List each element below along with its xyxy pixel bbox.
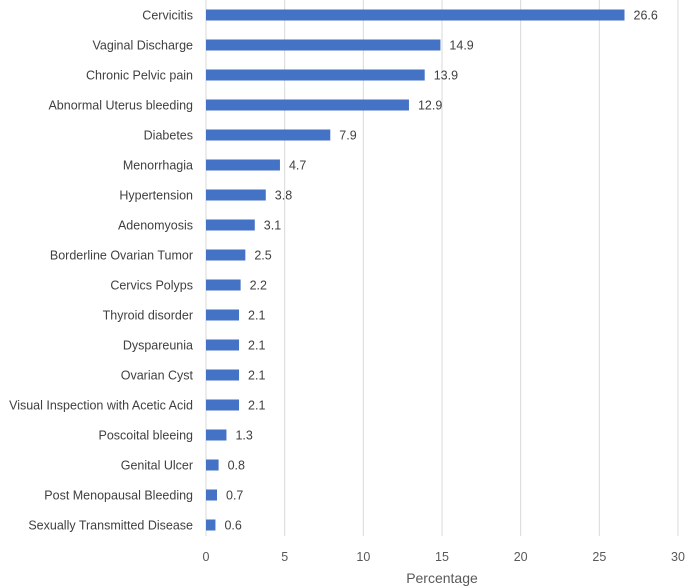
value-label: 2.2 [250, 279, 267, 293]
bar [206, 159, 280, 171]
x-tick-label: 0 [203, 550, 210, 564]
bar [206, 219, 255, 231]
value-label: 7.9 [339, 129, 356, 143]
bar [206, 9, 625, 21]
bar [206, 459, 219, 471]
bar [206, 69, 425, 81]
category-label: Chronic Pelvic pain [86, 69, 193, 83]
x-axis-ticks: 0 5 10 15 20 25 30 [203, 550, 685, 564]
value-label: 13.9 [434, 69, 458, 83]
value-label: 2.5 [254, 249, 271, 263]
category-label: Ovarian Cyst [121, 369, 194, 383]
category-label: Poscoital bleeing [98, 429, 193, 443]
value-label: 0.6 [224, 519, 241, 533]
bar [206, 339, 240, 351]
category-label: Adenomyosis [118, 219, 193, 233]
value-label: 2.1 [248, 369, 265, 383]
value-label: 2.1 [248, 339, 265, 353]
category-label: Borderline Ovarian Tumor [50, 249, 193, 263]
value-label: 0.7 [226, 489, 243, 503]
category-label: Menorrhagia [123, 159, 193, 173]
x-tick-label: 15 [435, 550, 449, 564]
x-axis-title: Percentage [406, 570, 478, 586]
x-tick-label: 25 [592, 550, 606, 564]
bar [206, 309, 240, 321]
category-label: Vaginal Discharge [92, 39, 193, 53]
bar [206, 189, 266, 201]
grid-lines [205, 0, 679, 536]
bar [206, 129, 331, 141]
x-tick-label: 20 [514, 550, 528, 564]
bars [206, 9, 625, 531]
category-label: Abnormal Uterus bleeding [48, 99, 193, 113]
bar [206, 369, 240, 381]
category-label: Visual Inspection with Acetic Acid [9, 399, 193, 413]
value-labels: 26.6 14.9 13.9 12.9 7.9 4.7 3.8 3.1 2.5 2.2 2.1 2.1… [224, 9, 657, 533]
bar [206, 429, 227, 441]
category-label: Thyroid disorder [103, 309, 193, 323]
category-labels: Cervicitis Vaginal Discharge Chronic Pelvi… [9, 9, 193, 533]
bar [206, 249, 246, 261]
category-label: Genital Ulcer [121, 459, 193, 473]
x-tick-label: 30 [671, 550, 685, 564]
value-label: 2.1 [248, 399, 265, 413]
value-label: 0.8 [228, 459, 245, 473]
value-label: 1.3 [235, 429, 252, 443]
category-label: Cervics Polyps [110, 279, 193, 293]
value-label: 12.9 [418, 99, 442, 113]
bar [206, 279, 241, 291]
x-tick-label: 5 [281, 550, 288, 564]
value-label: 2.1 [248, 309, 265, 323]
category-label: Cervicitis [142, 9, 193, 23]
category-label: Diabetes [144, 129, 193, 143]
value-label: 3.1 [264, 219, 281, 233]
bar [206, 519, 216, 531]
bar [206, 99, 409, 111]
bar [206, 39, 441, 51]
category-label: Dyspareunia [123, 339, 193, 353]
value-label: 26.6 [634, 9, 658, 23]
value-label: 4.7 [289, 159, 306, 173]
value-label: 3.8 [275, 189, 292, 203]
x-tick-label: 10 [356, 550, 370, 564]
bar [206, 489, 218, 501]
category-label: Hypertension [119, 189, 193, 203]
category-label: Sexually Transmitted Disease [28, 519, 193, 533]
bar [206, 399, 240, 411]
category-label: Post Menopausal Bleeding [44, 489, 193, 503]
value-label: 14.9 [449, 39, 473, 53]
